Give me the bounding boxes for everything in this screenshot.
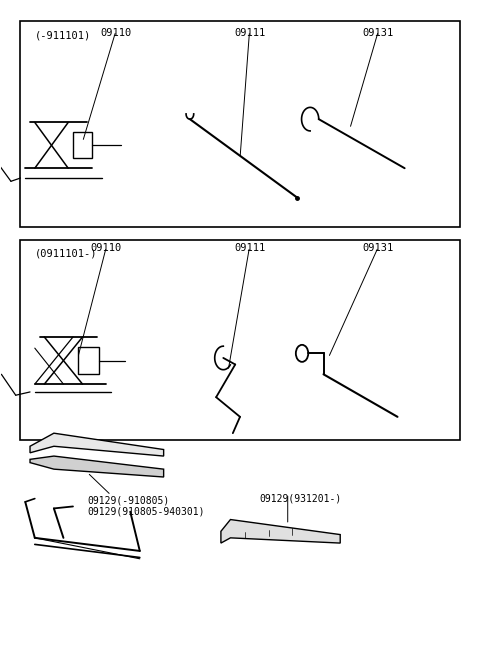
Text: 09110: 09110 [100,28,132,37]
Text: 09111: 09111 [234,28,265,37]
Bar [21,240,459,440]
Text: 09131: 09131 [363,28,394,37]
Bar [21,21,459,227]
Polygon shape [30,433,164,456]
Text: 09111: 09111 [234,244,265,254]
Bar [78,348,99,374]
Text: 09129(-910805): 09129(-910805) [87,495,169,505]
Text: 09129(910805-940301): 09129(910805-940301) [87,507,205,516]
Text: 09129(931201-): 09129(931201-) [259,493,341,503]
Text: 09131: 09131 [363,244,394,254]
Text: 09110: 09110 [91,244,122,254]
Polygon shape [30,456,164,477]
Text: (-911101): (-911101) [35,31,91,41]
Polygon shape [221,520,340,543]
Bar [73,132,92,158]
Text: (0911101-): (0911101-) [35,248,97,258]
